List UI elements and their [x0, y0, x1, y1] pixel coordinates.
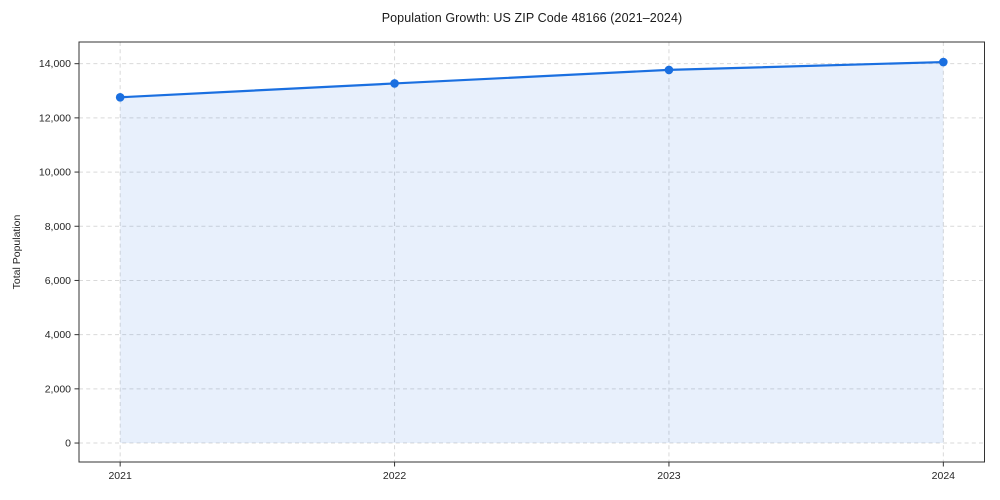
- chart-title: Population Growth: US ZIP Code 48166 (20…: [381, 11, 683, 25]
- data-point-2022: [390, 79, 399, 88]
- y-tick-label: 6,000: [45, 275, 71, 287]
- y-tick-label: 8,000: [45, 221, 71, 233]
- x-tick-label: 2023: [657, 470, 681, 482]
- population-line: [119, 60, 945, 99]
- x-tick-label: 2024: [932, 470, 956, 482]
- plot-border: [78, 41, 985, 463]
- data-point-2024: [939, 57, 948, 67]
- y-tick-label: 12,000: [39, 112, 71, 124]
- x-tick-label: 2021: [108, 470, 132, 482]
- data-point-2021: [115, 92, 125, 102]
- y-tick-label: 10,000: [39, 167, 71, 179]
- area-fill: [120, 62, 944, 444]
- x-tick-label: 2022: [383, 470, 407, 482]
- y-tick-label: 2,000: [45, 383, 71, 395]
- y-tick-label: 0: [65, 438, 71, 450]
- data-point-2023: [664, 65, 674, 75]
- y-tick-label: 14,000: [39, 58, 71, 70]
- y-tick-label: 4,000: [45, 329, 71, 341]
